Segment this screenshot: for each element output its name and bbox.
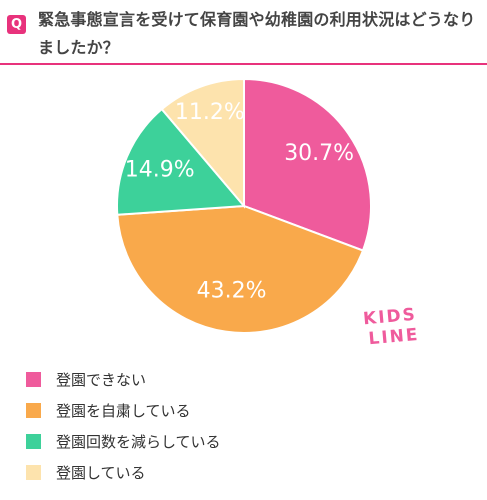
- legend-swatch: [26, 372, 41, 387]
- legend-swatch: [26, 465, 41, 480]
- legend-swatch: [26, 403, 41, 418]
- header-underline: [0, 63, 487, 65]
- pie-slice-2: [116, 204, 365, 334]
- slice-label-3: 14.9%: [125, 157, 195, 182]
- kidsline-logo: KIDS LINE: [354, 305, 426, 356]
- legend-label: 登園回数を減らしている: [56, 433, 221, 451]
- pie-slice-4: [160, 77, 245, 209]
- pie-chart: 30.7% 43.2% 14.9% 11.2%: [116, 77, 372, 334]
- question-text: 緊急事態宣言を受けて保育園や幼稚園の利用状況はどうなりましたか？: [38, 10, 476, 57]
- legend-label: 登園を自粛している: [56, 402, 191, 420]
- pie-slice-1: [243, 77, 372, 252]
- legend-label: 登園できない: [56, 371, 147, 389]
- q-badge: Q: [7, 15, 26, 34]
- slice-label-2: 43.2%: [197, 278, 267, 303]
- slice-label-4: 11.2%: [175, 100, 245, 125]
- logo-line-2: LINE: [367, 324, 421, 350]
- legend-label: 登園している: [56, 464, 146, 482]
- pie-slice-3: [116, 107, 247, 216]
- legend-swatch: [26, 434, 41, 449]
- slice-label-1: 30.7%: [284, 141, 354, 166]
- question-header: Q 緊急事態宣言を受けて保育園や幼稚園の利用状況はどうなりましたか？: [0, 0, 487, 65]
